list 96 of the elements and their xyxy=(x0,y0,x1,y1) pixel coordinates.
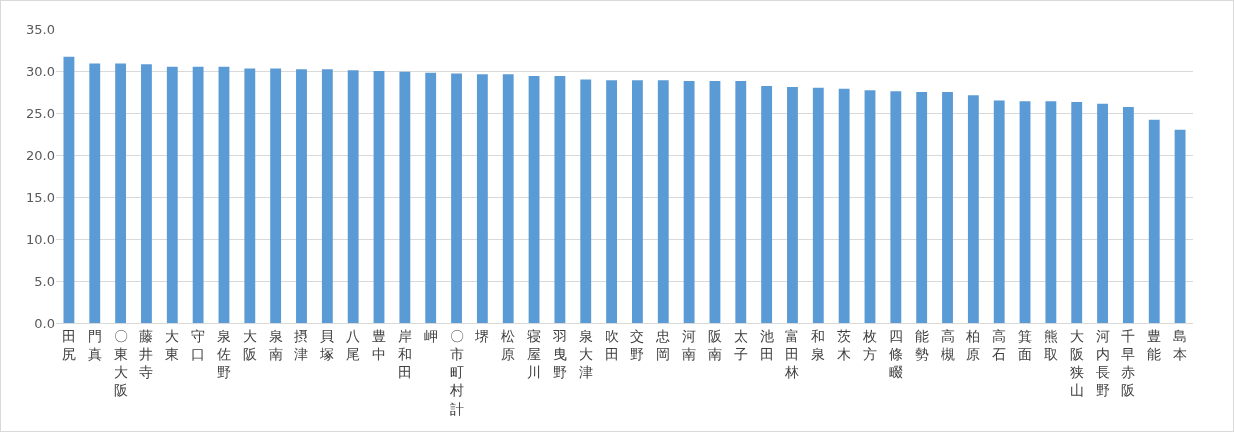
x-tick-label: 高石 xyxy=(992,327,1007,362)
x-tick-label: 熊取 xyxy=(1043,327,1058,362)
bar xyxy=(270,68,282,323)
x-tick-label: 豊能 xyxy=(1147,327,1162,362)
x-tick-label: 豊中 xyxy=(372,327,387,362)
x-tick-label: 河内長野 xyxy=(1095,327,1110,399)
x-tick-label: 箕面 xyxy=(1018,327,1033,362)
x-tick-label: 能勢 xyxy=(914,327,929,362)
x-tick-label: 門真 xyxy=(87,327,102,362)
bar xyxy=(141,64,152,323)
bar xyxy=(115,63,127,323)
bar xyxy=(1045,101,1057,323)
x-tick-label: 島本 xyxy=(1173,327,1188,362)
bar xyxy=(192,66,204,323)
bar xyxy=(1122,107,1134,323)
x-tick-label: 岬 xyxy=(423,327,438,344)
bar xyxy=(916,92,928,323)
y-tick-label: 25.0 xyxy=(26,105,55,121)
y-tick-label: 30.0 xyxy=(26,63,55,79)
bar xyxy=(218,66,230,323)
bar xyxy=(580,79,592,323)
bar xyxy=(864,90,876,323)
bar xyxy=(451,73,462,323)
x-tick-label: 摂津 xyxy=(294,327,309,362)
bar xyxy=(631,80,643,323)
x-tick-label: 河南 xyxy=(682,327,697,362)
bar xyxy=(502,74,514,323)
bar xyxy=(1148,119,1160,323)
x-tick-label: 八尾 xyxy=(346,327,361,362)
bar xyxy=(993,100,1005,323)
x-tick-label: 四條畷 xyxy=(888,327,903,381)
x-tick-label: 千早赤阪 xyxy=(1121,327,1136,399)
bar xyxy=(1174,129,1186,323)
bar xyxy=(967,95,979,323)
x-tick-label: 〇東大阪 xyxy=(113,327,128,399)
x-tick-label: 岸和田 xyxy=(397,327,412,381)
x-tick-label: 大阪狭山 xyxy=(1069,327,1084,399)
y-tick-label: 20.0 xyxy=(26,147,55,163)
bar xyxy=(942,92,953,323)
x-tick-label: 守口 xyxy=(191,327,206,362)
bar xyxy=(166,66,178,323)
bar xyxy=(838,88,850,323)
x-tick-label: 吹田 xyxy=(604,327,619,362)
x-tick-label: 松原 xyxy=(501,327,516,362)
x-tick-label: 高槻 xyxy=(940,327,955,362)
x-tick-label: 富田林 xyxy=(784,327,800,381)
x-tick-label: 寝屋川 xyxy=(527,327,542,381)
x-tick-label: 忠岡 xyxy=(655,327,671,362)
bar xyxy=(657,80,669,323)
x-tick-label: 枚方 xyxy=(861,327,877,362)
bar xyxy=(683,81,695,323)
x-tick-label: 池田 xyxy=(759,327,774,362)
bar xyxy=(709,81,721,323)
bar xyxy=(244,68,256,323)
x-tick-label: 柏原 xyxy=(965,327,981,362)
x-tick-label: 茨木 xyxy=(837,327,852,362)
x-tick-label: 泉佐野 xyxy=(216,327,231,381)
bar xyxy=(787,86,798,323)
x-tick-label: 田尻 xyxy=(61,327,76,362)
bar xyxy=(89,63,101,323)
bar xyxy=(373,71,385,323)
bar xyxy=(554,76,566,323)
x-tick-label: 藤井寺 xyxy=(139,327,154,381)
bar xyxy=(1071,102,1083,323)
x-tick-label: 太子 xyxy=(733,327,748,362)
x-tick-label: 大阪 xyxy=(242,327,257,362)
x-tick-label: 交野 xyxy=(630,327,645,362)
y-tick-label: 0.0 xyxy=(34,315,55,331)
y-tick-label: 5.0 xyxy=(34,273,55,289)
bar xyxy=(296,69,307,323)
bar xyxy=(761,86,773,323)
bar xyxy=(476,74,488,323)
y-tick-label: 15.0 xyxy=(26,189,55,205)
bar xyxy=(528,76,540,323)
y-tick-label: 10.0 xyxy=(26,231,55,247)
bar xyxy=(63,56,75,323)
bar xyxy=(347,70,359,323)
x-tick-label: 貝塚 xyxy=(319,327,335,362)
bar xyxy=(1019,101,1031,323)
y-tick-label: 35.0 xyxy=(26,21,55,37)
x-tick-label: 大東 xyxy=(165,327,180,362)
bar xyxy=(425,72,437,323)
x-tick-label: 堺 xyxy=(474,327,490,344)
bar xyxy=(1097,103,1108,323)
x-tick-label: 泉南 xyxy=(268,327,283,362)
x-tick-label: 〇市町村計 xyxy=(448,327,464,417)
bar xyxy=(399,71,411,323)
bar xyxy=(606,80,618,323)
x-tick-label: 阪南 xyxy=(707,327,722,362)
bar xyxy=(735,81,747,323)
x-tick-label: 羽曳野 xyxy=(551,327,567,381)
x-tick-label: 和泉 xyxy=(811,327,826,362)
x-tick-label: 泉大津 xyxy=(578,327,593,381)
bar xyxy=(812,87,824,323)
bar xyxy=(321,69,333,323)
bar xyxy=(890,91,902,323)
